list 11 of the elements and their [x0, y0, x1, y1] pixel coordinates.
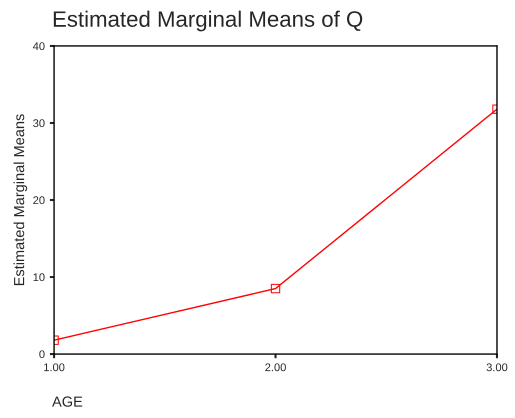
y-tick-label: 40	[32, 42, 45, 50]
x-tick-label: 3.00	[486, 363, 508, 372]
y-tick-label: 0	[39, 350, 45, 358]
y-tick-label: 10	[34, 273, 45, 282]
y-tick-label: 20	[33, 196, 45, 204]
y-axis-title: Estimated Marginal Means	[14, 114, 28, 286]
x-axis-title: AGE	[52, 396, 82, 407]
y-tick-label: 30	[33, 119, 45, 128]
x-tick-label: 1.00	[44, 363, 64, 372]
chart-title: Estimated Marginal Means of Q	[54, 10, 362, 32]
x-tick-label: 2.00	[265, 363, 286, 372]
